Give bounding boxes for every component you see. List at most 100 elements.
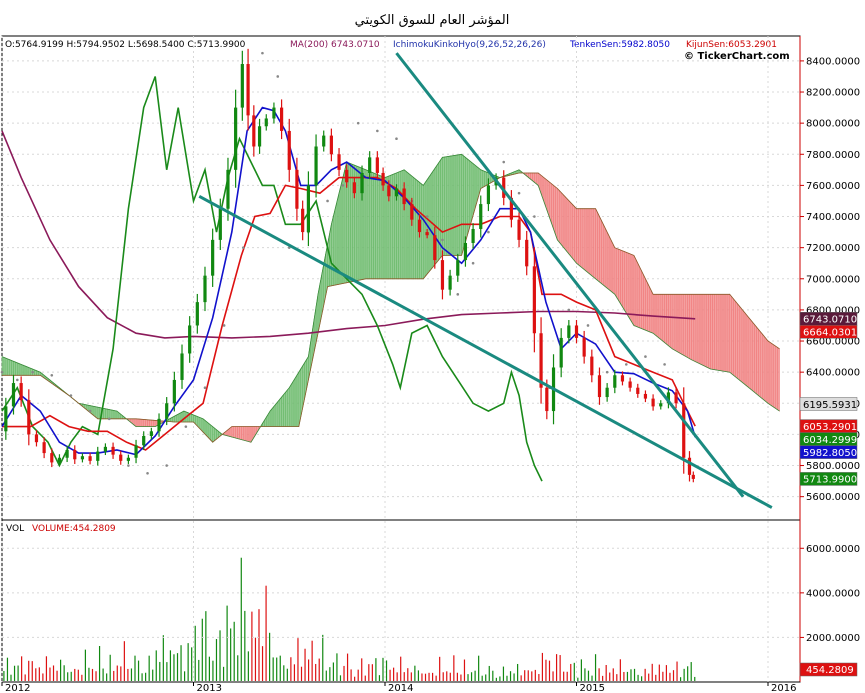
senkou-span-b-line [2, 172, 780, 443]
price-tick-label: 7800.0000 [806, 150, 860, 161]
candle-body [636, 387, 640, 394]
sar-dot [567, 308, 571, 312]
candle-body [50, 453, 54, 463]
candle-body [165, 403, 169, 419]
legend-ichimoku: IchimokuKinkoHyo(9,26,52,26,26) [393, 40, 546, 50]
ma200-line [1, 130, 696, 339]
volume-tick-label: 6000.0000 [806, 544, 860, 555]
price-tick-label: 5800.0000 [806, 461, 860, 472]
sar-dot [533, 215, 536, 218]
candle-body [134, 445, 138, 458]
watermark: © TickerChart.com [684, 51, 790, 62]
candle-body [57, 457, 62, 463]
price-tick-label: 7200.0000 [806, 243, 860, 254]
candle-body [463, 242, 468, 261]
sar-dot [441, 238, 444, 242]
price-tick-label: 7400.0000 [806, 212, 860, 223]
candle-body [666, 392, 671, 404]
candle-body [234, 107, 238, 170]
sar-dot [456, 293, 460, 296]
price-badge-value: 6053.2901 [803, 422, 857, 433]
candle-body [65, 449, 69, 458]
candle-body [188, 325, 192, 354]
candle-body [157, 418, 161, 432]
candle-body [240, 64, 244, 108]
sar-dot [0, 370, 4, 374]
candle-body [211, 239, 215, 276]
candle-body [394, 188, 399, 197]
sar-dot [261, 51, 264, 55]
price-tick-label: 6800.0000 [806, 305, 860, 316]
sar-dot [487, 230, 490, 234]
price-tick-label: 8200.0000 [806, 88, 860, 99]
sar-dot [146, 472, 149, 475]
candle-body [674, 392, 678, 404]
candle-body [88, 456, 92, 461]
price-badge: 6664.0301 [799, 325, 858, 339]
candle-body [620, 375, 625, 382]
candle-body [381, 172, 385, 186]
cloud-segment [777, 346, 780, 412]
price-badge-box [799, 325, 858, 339]
candle-body [479, 204, 483, 229]
candle-body [425, 232, 429, 236]
sar-dot [517, 191, 521, 195]
sar-dot [425, 215, 429, 218]
sar-dot [644, 355, 647, 358]
candle-body [203, 275, 207, 303]
candle-body [509, 197, 513, 220]
sar-dot [276, 75, 280, 78]
time-tick-label: 2013 [197, 683, 222, 693]
price-tick-label: 5600.0000 [806, 492, 860, 503]
candle-body [226, 169, 230, 209]
candle-body [19, 383, 23, 401]
candle-body [597, 375, 602, 398]
price-badge-box [799, 397, 858, 411]
time-tick-label: 2012 [5, 683, 30, 693]
candle-body [517, 219, 521, 240]
candle-body [440, 260, 445, 290]
price-badge: 6053.2901 [799, 419, 858, 433]
candle-body [27, 400, 31, 435]
candle-body [375, 157, 379, 173]
candle-body [471, 228, 475, 243]
price-badges: 6743.0710 6664.0301 6195.5931 6053.2901 6034… [799, 312, 858, 486]
sar-dot [165, 464, 168, 467]
legend-ohlc: O:5764.9199 H:5794.9502 L:5698.5400 C:57… [5, 40, 246, 50]
candle-body [279, 107, 284, 131]
sar-dot [586, 324, 590, 327]
candle-body [605, 387, 609, 398]
time-tick-label: 2015 [580, 683, 605, 693]
sar-dot [356, 121, 360, 125]
candle-body [252, 115, 256, 147]
candle-body [119, 454, 123, 461]
candle-body [329, 135, 333, 155]
candle-body [337, 154, 341, 170]
sar-dot [31, 370, 34, 374]
candle-body [417, 219, 422, 233]
legend-bar: O:5764.9199 H:5794.9502 L:5698.5400 C:57… [5, 40, 777, 50]
sar-dot [326, 199, 329, 203]
candle-body [502, 177, 506, 198]
legend-tenkensen: TenkenSen:5982.8050 [569, 40, 670, 50]
sar-dot [107, 417, 111, 421]
candle-body [80, 456, 85, 460]
candle-body [246, 64, 250, 116]
candle-body [682, 403, 686, 458]
volume-bars [3, 557, 696, 681]
price-tick-label: 8400.0000 [806, 56, 860, 67]
candle-body [287, 130, 291, 170]
trendline [198, 194, 773, 509]
volume-badge-value: 454.2809 [806, 665, 854, 676]
sar-dot [663, 363, 666, 366]
candle-body [687, 457, 692, 475]
sar-dot [471, 261, 475, 265]
candle-body [486, 185, 491, 205]
time-axis: 2012 2013 2014 2015 2016 [1, 682, 796, 693]
candle-body [172, 379, 176, 404]
chart-title: المؤشر العام للسوق الكويتي [355, 13, 510, 28]
tenkan-sen-line [1, 106, 696, 456]
volume-tick-label: 4000.0000 [806, 588, 860, 599]
candle-body [559, 337, 563, 368]
